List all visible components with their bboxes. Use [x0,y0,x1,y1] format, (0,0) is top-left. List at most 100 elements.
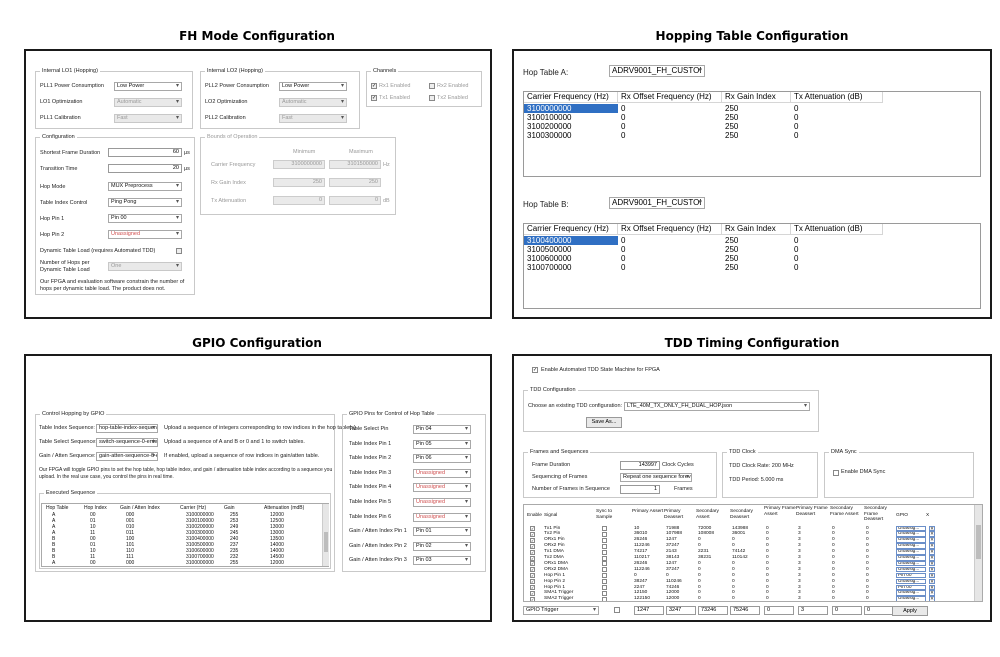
tdd-cell[interactable]: 36001 [732,531,746,537]
tdd-cell[interactable]: 3 [798,590,801,596]
tdd-enable-checkbox[interactable]: ✓ [530,555,535,561]
frame-duration-input[interactable]: 143997 [620,461,660,470]
enable-tdd-checkbox[interactable]: ✓ [532,367,538,373]
tdd-cell[interactable]: 3 [798,566,801,572]
hop-table-a-grid[interactable]: Carrier Frequency (Hz) Rx Offset Frequenc… [523,91,981,177]
tdd-gpio-select[interactable]: Unassig... [896,525,926,531]
hop-table-cell[interactable]: 0 [621,263,626,272]
tdd-signal-table[interactable]: Enable Signal Sync to Sample Primary Assert… [523,504,983,602]
tdd-cell[interactable]: 3 [798,555,801,560]
pll1-power-select[interactable]: Low Power [114,82,182,91]
tdd-cell[interactable]: 0 [766,596,769,602]
tdd-cell[interactable]: 12000 [666,596,680,602]
hop-table-cell[interactable]: 3100000000 [524,104,618,113]
tdd-cell[interactable]: 0 [832,560,835,566]
tdd-cell[interactable]: 0 [698,537,701,543]
tdd-cell[interactable]: 143988 [732,525,749,531]
gpio-pin-select[interactable]: Pin 05 [413,439,471,449]
tdd-gpio-select[interactable]: Unassig... [896,578,926,585]
pll1-calibration-select[interactable]: Fast [114,114,182,123]
number-of-hops-select[interactable]: One [108,262,182,271]
tx-attenuation-max-input[interactable]: 0 [329,196,381,205]
tdd-cell[interactable]: 0 [698,566,701,572]
tdd-sync-checkbox[interactable] [602,561,607,567]
tdd-cell[interactable]: 0 [732,537,735,543]
tdd-enable-checkbox[interactable]: ✓ [530,526,535,531]
hop-table-cell[interactable]: 0 [794,122,799,131]
tdd-enable-checkbox[interactable]: ✓ [530,531,535,537]
tdd-cell[interactable]: 12150 [634,590,648,596]
executed-sequence-table[interactable]: Hop Table Hop Index Gain / Atten Index Carr… [41,503,329,567]
tdd-cell[interactable]: 0 [866,566,869,572]
hop-table-b-select[interactable]: ADRV9001_FH_CUSTOI [609,197,705,209]
bottom-value-input[interactable]: 0 [764,606,794,615]
tdd-cell[interactable]: 0 [766,584,769,590]
tdd-cell[interactable]: 36010 [634,531,648,537]
hop-table-cell[interactable]: 0 [794,236,799,245]
tdd-enable-checkbox[interactable]: ✓ [530,596,535,602]
tdd-cell[interactable]: 37247 [666,566,680,572]
tdd-enable-checkbox[interactable]: ✓ [530,573,535,579]
rx2-enabled-checkbox[interactable] [429,83,435,89]
tdd-remove-icon[interactable]: ✕ [929,596,935,602]
tdd-gpio-select[interactable]: Unassig... [896,549,926,555]
tdd-cell[interactable]: 0 [732,584,735,590]
tdd-remove-icon[interactable]: ✕ [929,543,935,549]
shortest-frame-input[interactable]: 60 [108,148,182,157]
tdd-gpio-select[interactable]: Unassig... [896,596,926,601]
hop-table-cell[interactable]: 3100700000 [527,263,572,272]
tdd-cell[interactable]: 0 [866,584,869,590]
hop-table-cell[interactable]: 250 [725,104,739,113]
tdd-cell[interactable]: 0 [666,572,669,578]
tdd-cell[interactable]: 0 [766,525,769,531]
tdd-remove-icon[interactable]: ✕ [929,531,935,537]
hop-table-cell[interactable]: 0 [621,122,626,131]
tdd-cell[interactable]: 3 [798,596,801,602]
hop-table-cell[interactable]: 3100600000 [527,254,572,263]
table-select-seq-select[interactable]: switch-sequence-0-enter [96,438,158,447]
hop-header-cell[interactable]: Rx Offset Frequency (Hz) [618,92,722,103]
tdd-sync-checkbox[interactable] [602,596,607,601]
hop-header-cell[interactable]: Tx Attenuation (dB) [791,224,883,235]
tdd-cell[interactable]: 0 [866,537,869,543]
bottom-value-input[interactable]: 3 [798,606,828,615]
hop-table-cell[interactable]: 250 [725,122,739,131]
tdd-cell[interactable]: 0 [866,555,869,560]
tdd-cell[interactable]: 0 [866,578,869,584]
tdd-cell[interactable]: 0 [766,555,769,560]
tdd-cell[interactable]: 0 [832,572,835,578]
bottom-signal-select[interactable]: GPIO Trigger [523,606,599,615]
hop-header-cell[interactable]: Carrier Frequency (Hz) [524,92,618,103]
hop-table-cell[interactable]: 0 [621,245,626,254]
tdd-cell[interactable]: 2247 [634,584,645,590]
tdd-remove-icon[interactable]: ✕ [929,590,935,596]
tdd-cell[interactable]: 0 [766,531,769,537]
frames-in-seq-input[interactable]: 1 [620,485,660,494]
tdd-cell[interactable]: 0 [698,560,701,566]
tdd-cell[interactable]: 0 [866,590,869,596]
tdd-cell[interactable]: 0 [866,543,869,549]
tdd-cell[interactable]: 110217 [634,555,650,560]
tdd-sync-checkbox[interactable] [602,585,607,590]
hop-table-cell[interactable]: 0 [794,245,799,254]
tdd-cell[interactable]: 0 [698,596,701,602]
hop-table-cell[interactable]: 250 [725,131,739,140]
tdd-cell[interactable]: 0 [732,566,735,572]
rx-gain-min-input[interactable]: 250 [273,178,325,187]
tdd-cell[interactable]: 3 [798,525,801,531]
tdd-cell[interactable]: 0 [766,578,769,584]
tdd-cell[interactable]: 0 [832,596,835,602]
hop-header-cell[interactable]: Tx Attenuation (dB) [791,92,883,103]
hop-table-cell[interactable]: 0 [621,104,626,113]
tdd-cell[interactable]: 3 [798,578,801,584]
carrier-frequency-min-input[interactable]: 3100000000 [273,160,325,169]
hop-pin-2-select[interactable]: Unassigned [108,230,182,239]
bottom-value-input[interactable]: 0 [832,606,862,615]
tdd-cell[interactable]: 71988 [666,525,680,531]
bottom-value-input[interactable]: 75246 [730,606,760,615]
tdd-cell[interactable]: 26246 [634,560,648,566]
tdd-enable-checkbox[interactable]: ✓ [530,579,535,585]
tdd-cell[interactable]: 0 [832,584,835,590]
tx1-enabled-checkbox[interactable]: ✓ [371,95,377,101]
lo1-optimization-select[interactable]: Automatic [114,98,182,107]
